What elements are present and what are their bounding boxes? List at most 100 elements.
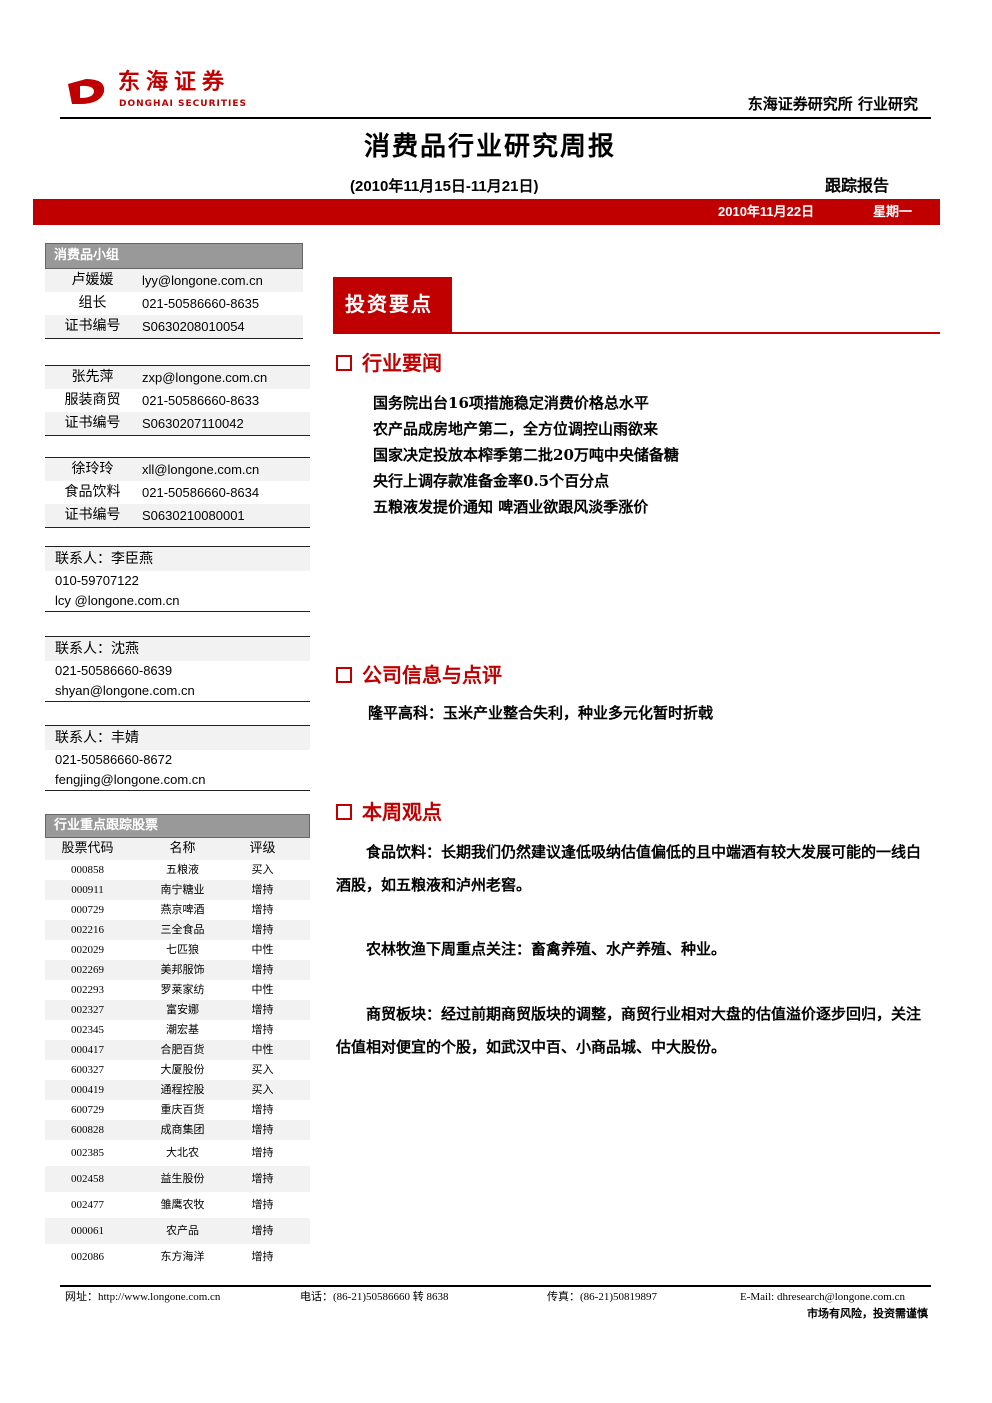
table-row: 002327 富安娜 增持 [45,1000,310,1020]
analyst-row: 组长 021-50586660-8635 [45,292,303,315]
checkbox-icon [336,355,352,371]
stock-code: 600327 [71,1064,104,1076]
section-title: 本周观点 [362,800,442,824]
stock-name: 成商集团 [160,1123,205,1136]
contact-name: 联系人：沈燕 [45,637,310,661]
stock-code: 600729 [71,1104,104,1116]
stock-name: 南宁糖业 [160,883,205,896]
analyst-row: 证书编号 S0630207110042 [45,412,310,435]
stock-code: 002327 [71,1004,104,1016]
stock-code: 002458 [71,1173,104,1185]
analyst-role: 服装商贸 [64,392,121,408]
analyst-cert: S0630210080001 [142,508,245,523]
stock-rating: 增持 [251,903,274,916]
stock-name: 三全食品 [160,923,205,936]
stock-code: 002216 [71,924,104,936]
stock-name: 七匹狼 [166,943,199,956]
stock-rating: 增持 [251,963,274,976]
table-row: 002293 罗莱家纺 中性 [45,980,310,1000]
analyst-row: 张先萍 zxp@longone.com.cn [45,366,310,389]
table-row: 002345 潮宏基 增持 [45,1020,310,1040]
analyst-group: 消费品小组 卢媛媛 lyy@longone.com.cn 组长 021-5058666… [45,243,310,339]
stock-code: 600828 [71,1124,104,1136]
stock-name: 罗莱家纺 [160,983,205,996]
analyst-name: 张先萍 [71,369,114,385]
analyst-phone: 021-50586660-8635 [142,296,260,311]
analyst-name: 徐玲玲 [71,461,114,477]
analyst-cert_label: 证书编号 [64,318,121,334]
stock-name: 合肥百货 [160,1043,205,1056]
footer-email: E-Mail: dhresearch@longone.com.cn [740,1291,905,1303]
report-weekday: 星期一 [873,204,913,219]
view-paragraph: 商贸板块：经过前期商贸版块的调整，商贸行业相对大盘的估值溢价逐步回归，关注估值相… [336,1005,922,1056]
section-title: 行业要闻 [362,351,442,375]
col-code: 股票代码 [61,841,114,856]
footer-fax: 传真：(86-21)50819897 [547,1291,657,1303]
analyst-cert_label: 证书编号 [64,415,121,431]
analyst-phone: 021-50586660-8634 [142,485,260,500]
table-row: 002477 雏鹰农牧 增持 [45,1192,310,1218]
table-row: 600729 重庆百货 增持 [45,1100,310,1120]
stock-name: 五粮液 [166,863,199,876]
stock-name: 东方海洋 [160,1250,205,1263]
stock-rating: 增持 [251,1198,274,1211]
stock-code: 000858 [71,864,104,876]
contact-phone: 021-50586660-8672 [55,752,173,767]
checkbox-icon [336,667,352,683]
stock-code: 002029 [71,944,104,956]
news-item: 央行上调存款准备金率0.5个百分点 [373,472,610,490]
stock-code: 000729 [71,904,104,916]
company-item: 隆平高科：玉米产业整合失利，种业多元化暂时折戟 [368,704,714,722]
report-type: 跟踪报告 [825,176,890,195]
contact-card: 联系人：丰婧 021-50586660-8672 fengjing@longone.… [45,725,310,791]
stock-code: 002293 [71,984,104,996]
analyst-phone: 021-50586660-8633 [142,393,260,408]
contact-card: 联系人：李臣燕 010-59707122 lcy @longone.com.cn [45,546,310,612]
stock-name: 美邦服饰 [160,963,205,976]
stock-code: 002269 [71,964,104,976]
stock-code: 000911 [71,884,104,896]
section-industry-news: 行业要闻 [336,350,442,376]
stock-name: 燕京啤酒 [160,903,205,916]
stock-name: 大厦股份 [160,1063,205,1076]
table-row: 002029 七匹狼 中性 [45,940,310,960]
stock-rating: 买入 [251,1063,274,1076]
stock-rating: 增持 [251,1023,274,1036]
table-row: 600327 大厦股份 买入 [45,1060,310,1080]
footer-risk: 市场有风险，投资需谨慎 [807,1307,928,1320]
col-name: 名称 [169,841,196,856]
news-item: 国务院出台16项措施稳定消费价格总水平 [373,394,649,412]
stock-rating: 买入 [251,863,274,876]
analyst-email: lyy@longone.com.cn [142,273,263,288]
view-paragraph: 农林牧渔下周重点关注：畜禽养殖、水产养殖、种业。 [366,940,727,958]
contact-name: 联系人：李臣燕 [45,547,310,571]
contact-email: fengjing@longone.com.cn [55,772,206,787]
section-company: 公司信息与点评 [336,662,502,688]
analyst-row: 徐玲玲 xll@longone.com.cn [45,458,310,481]
news-item: 农产品成房地产第二，全方位调控山雨欲来 [373,420,659,438]
stock-name: 富安娜 [166,1003,199,1016]
analyst-card: 徐玲玲 xll@longone.com.cn 食品饮料 021-50586660-86… [45,457,310,528]
logo-icon [68,79,105,104]
stock-rating: 增持 [251,1250,274,1263]
logo-subtext: DONGHAI SECURITIES [119,99,247,109]
table-row: 600828 成商集团 增持 [45,1120,310,1140]
section-title: 公司信息与点评 [362,663,502,687]
header-institute: 东海证券研究所 行业研究 [747,95,918,113]
analyst-role: 食品饮料 [64,484,121,500]
stock-code: 002345 [71,1024,104,1036]
stock-code: 002086 [71,1251,104,1263]
footer-divider [60,1285,931,1287]
stock-code: 002385 [71,1147,104,1159]
analyst-row: 证书编号 S0630208010054 [45,315,303,338]
analyst-row: 服装商贸 021-50586660-8633 [45,389,310,412]
table-row: 002385 大北农 增持 [45,1140,310,1166]
checkbox-icon [336,804,352,820]
stock-rating: 增持 [251,923,274,936]
col-rating: 评级 [249,841,276,856]
stock-rating: 增持 [251,1172,274,1185]
table-row: 000419 通程控股 买入 [45,1080,310,1100]
stock-name: 农产品 [166,1224,199,1237]
table-row: 002269 美邦服饰 增持 [45,960,310,980]
analyst-row: 卢媛媛 lyy@longone.com.cn [45,269,303,292]
